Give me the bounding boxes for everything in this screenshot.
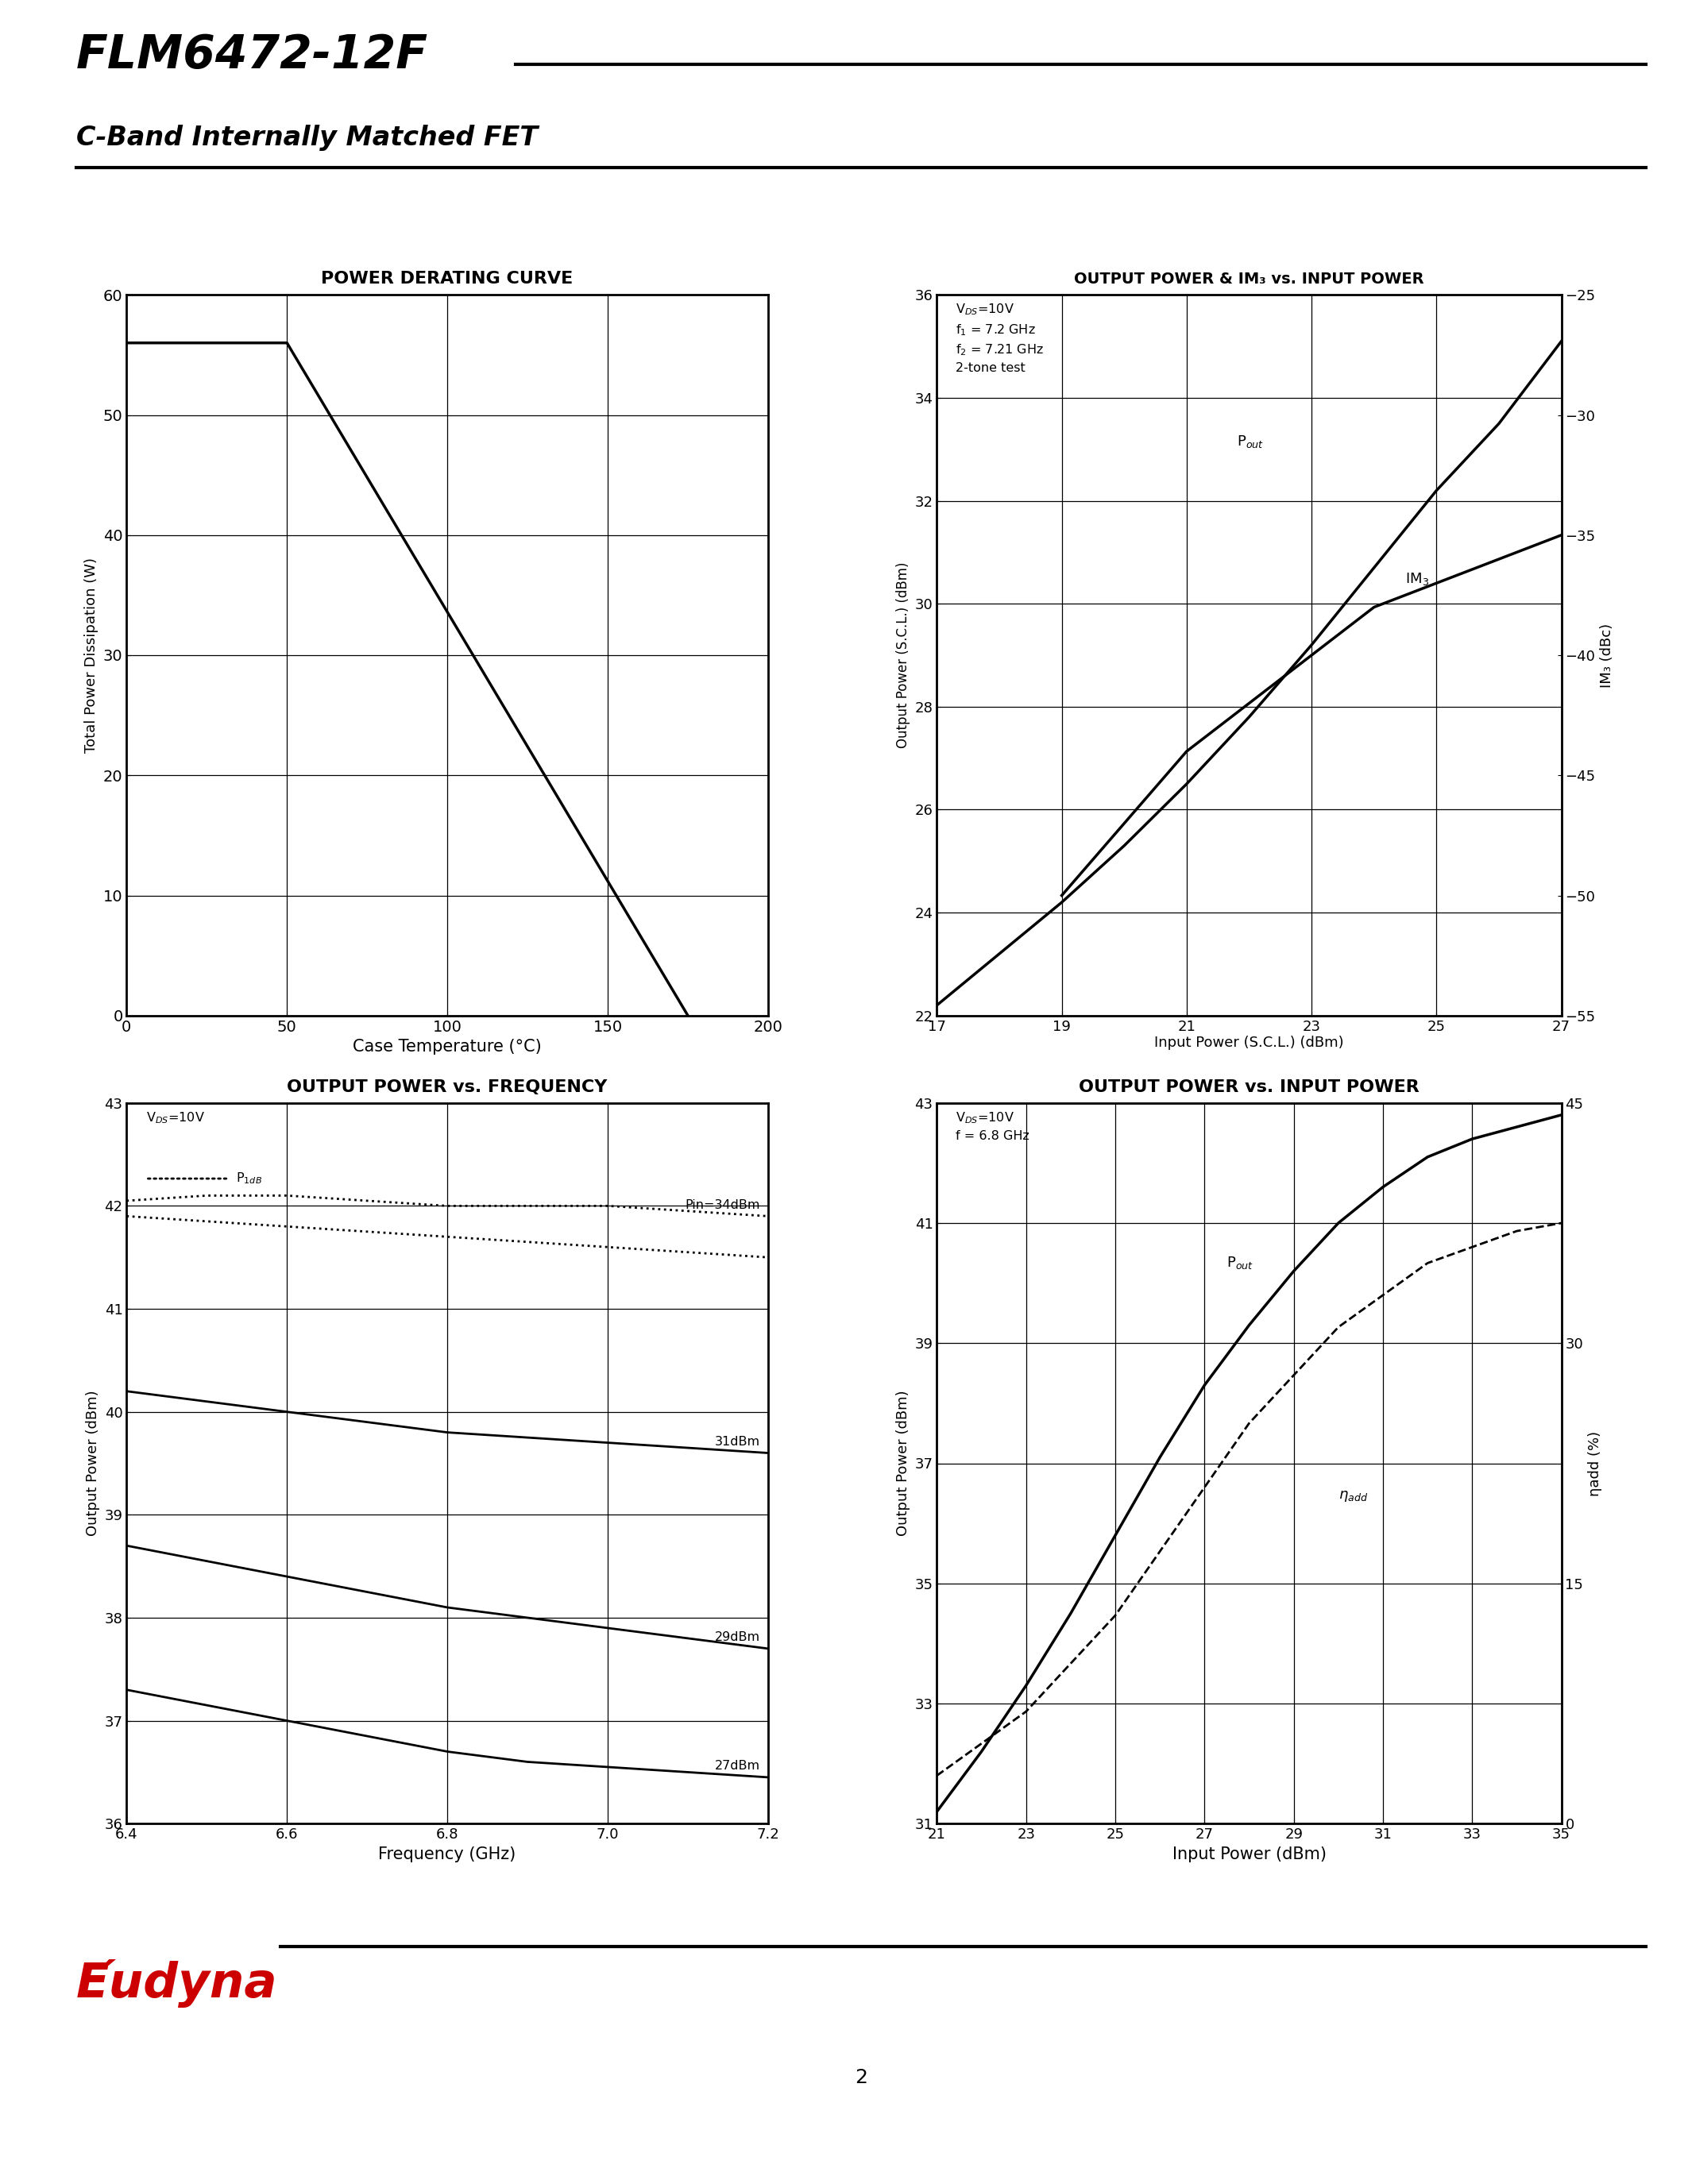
- Y-axis label: Output Power (dBm): Output Power (dBm): [86, 1391, 100, 1535]
- Text: Pin=34dBm: Pin=34dBm: [685, 1199, 760, 1212]
- X-axis label: Input Power (S.C.L.) (dBm): Input Power (S.C.L.) (dBm): [1155, 1035, 1344, 1051]
- Text: P$_{out}$: P$_{out}$: [1227, 1256, 1254, 1271]
- X-axis label: Input Power (dBm): Input Power (dBm): [1171, 1845, 1327, 1863]
- X-axis label: Case Temperature (°C): Case Temperature (°C): [353, 1040, 542, 1055]
- Y-axis label: Output Power (dBm): Output Power (dBm): [896, 1391, 910, 1535]
- Y-axis label: IM₃ (dBc): IM₃ (dBc): [1600, 622, 1614, 688]
- Y-axis label: Total Power Dissipation (W): Total Power Dissipation (W): [84, 557, 98, 753]
- Text: S.C.L.: Single Carrier Level: S.C.L.: Single Carrier Level: [1158, 1131, 1340, 1144]
- Text: V$_{DS}$=10V
f = 6.8 GHz: V$_{DS}$=10V f = 6.8 GHz: [955, 1109, 1030, 1142]
- Text: V$_{DS}$=10V: V$_{DS}$=10V: [145, 1109, 204, 1125]
- Text: 29dBm: 29dBm: [714, 1631, 760, 1642]
- Text: 2: 2: [854, 2068, 868, 2088]
- Title: OUTPUT POWER vs. INPUT POWER: OUTPUT POWER vs. INPUT POWER: [1079, 1079, 1420, 1094]
- Text: P$_{out}$: P$_{out}$: [1237, 432, 1264, 450]
- X-axis label: Frequency (GHz): Frequency (GHz): [378, 1845, 517, 1863]
- Text: 27dBm: 27dBm: [714, 1760, 760, 1771]
- Text: C-Band Internally Matched FET: C-Band Internally Matched FET: [76, 124, 537, 151]
- Text: Éudyna: Éudyna: [76, 1959, 277, 2007]
- Text: $\eta_{add}$: $\eta_{add}$: [1339, 1489, 1367, 1503]
- Text: V$_{DS}$=10V
f$_1$ = 7.2 GHz
f$_2$ = 7.21 GHz
2-tone test: V$_{DS}$=10V f$_1$ = 7.2 GHz f$_2$ = 7.2…: [955, 301, 1043, 373]
- Text: FLM6472-12F: FLM6472-12F: [76, 33, 429, 79]
- Title: OUTPUT POWER vs. FREQUENCY: OUTPUT POWER vs. FREQUENCY: [287, 1079, 608, 1094]
- Text: IM$_3$: IM$_3$: [1404, 572, 1430, 587]
- Text: 31dBm: 31dBm: [714, 1435, 760, 1448]
- Text: P$_{1dB}$: P$_{1dB}$: [236, 1171, 262, 1186]
- Y-axis label: ηadd (%): ηadd (%): [1588, 1431, 1602, 1496]
- Y-axis label: Output Power (S.C.L.) (dBm): Output Power (S.C.L.) (dBm): [896, 561, 910, 749]
- Title: POWER DERATING CURVE: POWER DERATING CURVE: [321, 271, 574, 286]
- Title: OUTPUT POWER & IM₃ vs. INPUT POWER: OUTPUT POWER & IM₃ vs. INPUT POWER: [1074, 271, 1425, 286]
